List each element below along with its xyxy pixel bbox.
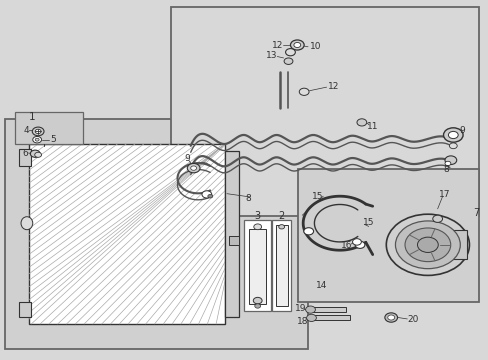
Bar: [312, 315, 349, 320]
Circle shape: [404, 228, 450, 262]
Bar: [275, 225, 287, 306]
Circle shape: [448, 143, 456, 149]
Circle shape: [443, 128, 462, 142]
Text: 8: 8: [245, 194, 251, 203]
Text: 18: 18: [297, 317, 308, 325]
Bar: [5, 119, 307, 349]
Circle shape: [253, 224, 261, 230]
Circle shape: [278, 225, 284, 229]
Circle shape: [207, 194, 212, 198]
Circle shape: [284, 58, 292, 64]
Circle shape: [187, 163, 200, 173]
Circle shape: [387, 315, 394, 320]
Bar: [224, 151, 238, 317]
Circle shape: [417, 237, 437, 252]
Bar: [311, 307, 346, 312]
Text: 14: 14: [315, 281, 326, 289]
Circle shape: [299, 88, 308, 95]
Circle shape: [293, 42, 300, 48]
Bar: [15, 112, 83, 144]
Bar: [249, 229, 265, 304]
Bar: [272, 220, 290, 311]
Text: 8: 8: [442, 165, 448, 174]
Circle shape: [305, 306, 315, 313]
Text: 9: 9: [458, 126, 464, 135]
Text: 7: 7: [473, 208, 479, 218]
Text: 15: 15: [362, 218, 374, 227]
Bar: [447, 230, 466, 259]
Circle shape: [432, 215, 442, 222]
Text: 17: 17: [438, 190, 450, 199]
Circle shape: [386, 214, 468, 275]
Text: 1: 1: [28, 112, 35, 122]
Text: 12: 12: [327, 82, 339, 91]
Text: 19: 19: [294, 304, 305, 313]
Text: 16: 16: [341, 241, 352, 250]
Ellipse shape: [21, 217, 33, 230]
Circle shape: [303, 228, 313, 235]
Circle shape: [190, 166, 196, 170]
Circle shape: [285, 49, 295, 56]
Text: 5: 5: [50, 135, 56, 144]
Text: 13: 13: [265, 51, 277, 60]
Circle shape: [202, 191, 211, 198]
Text: 2: 2: [278, 211, 284, 221]
Text: 20: 20: [407, 315, 418, 324]
Circle shape: [35, 152, 41, 157]
Text: 12: 12: [271, 41, 283, 50]
Circle shape: [306, 314, 316, 321]
Bar: [19, 302, 31, 317]
Circle shape: [290, 40, 304, 50]
Circle shape: [32, 127, 44, 136]
Circle shape: [33, 136, 41, 143]
Text: 15: 15: [311, 192, 323, 201]
Bar: [19, 149, 31, 166]
Text: 11: 11: [366, 122, 378, 131]
Circle shape: [35, 138, 39, 141]
Circle shape: [444, 156, 456, 165]
Circle shape: [444, 161, 450, 166]
Text: 6: 6: [22, 149, 28, 158]
Circle shape: [30, 150, 40, 157]
Circle shape: [352, 239, 361, 245]
Circle shape: [253, 297, 262, 304]
Circle shape: [354, 241, 364, 248]
Text: 10: 10: [309, 42, 321, 51]
Bar: [298, 169, 478, 302]
Circle shape: [35, 129, 41, 134]
Circle shape: [395, 221, 459, 269]
Circle shape: [356, 119, 366, 126]
Bar: [228, 236, 238, 245]
Text: 9: 9: [183, 154, 189, 163]
Circle shape: [254, 304, 260, 308]
Bar: [244, 220, 271, 311]
Bar: [171, 7, 478, 216]
Circle shape: [447, 131, 457, 139]
Text: 4: 4: [23, 126, 29, 135]
Text: 3: 3: [254, 211, 260, 221]
Bar: [29, 144, 224, 324]
Circle shape: [384, 313, 397, 322]
